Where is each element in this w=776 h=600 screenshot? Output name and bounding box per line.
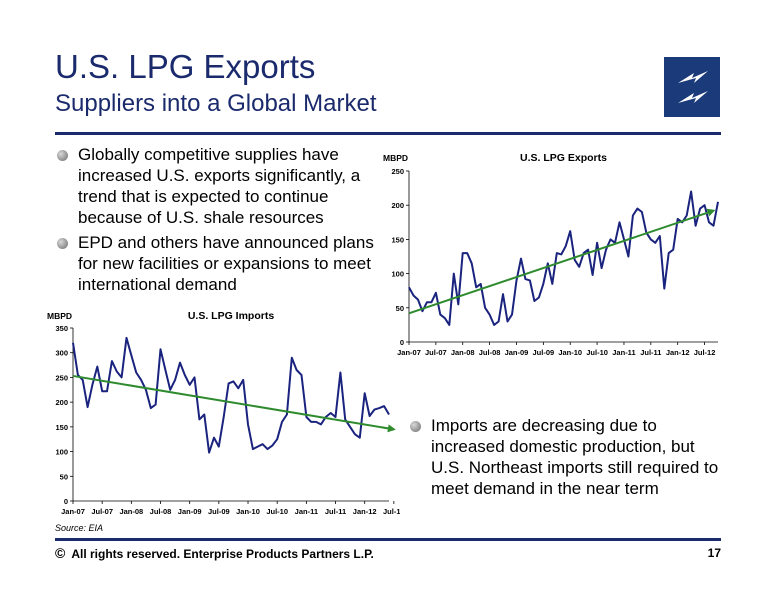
imports-svg: U.S. LPG Imports MBPD 0 50 100 150 200 250 300 35… xyxy=(47,310,400,516)
imports-xtick-label: Jul-10 xyxy=(266,507,288,516)
imports-ytick-label: 200 xyxy=(55,398,68,407)
exports-ytick-label: 150 xyxy=(391,235,404,244)
imports-trend-arrow xyxy=(72,374,396,433)
imports-ytick-label: 100 xyxy=(55,448,68,457)
imports-xtick-label: Jul-09 xyxy=(208,507,230,516)
footer-divider xyxy=(55,538,721,541)
exports-ytick-label: 0 xyxy=(400,338,404,347)
bullet-dot-icon xyxy=(410,421,421,432)
exports-xtick-label: Jan-08 xyxy=(451,348,475,357)
imports-xtick-label: Jan-07 xyxy=(61,507,85,516)
imports-xtick-label: Jan-08 xyxy=(119,507,143,516)
footer-text: All rights reserved. Enterprise Products… xyxy=(71,547,374,561)
exports-xtick-label: Jan-12 xyxy=(666,348,690,357)
bullet-list-top: Globally competitive supplies have incre… xyxy=(55,144,385,299)
exports-ytick-label: 250 xyxy=(391,167,404,176)
imports-xtick-label: Jul-11 xyxy=(325,507,346,516)
bullet-item: EPD and others have announced plans for … xyxy=(55,232,385,295)
imports-xtick-label: Jan-11 xyxy=(295,507,318,516)
imports-xtick-label: Jan-12 xyxy=(353,507,377,516)
exports-xtick-label: Jul-11 xyxy=(640,348,661,357)
company-logo xyxy=(664,57,720,117)
bullet-text: Globally competitive supplies have incre… xyxy=(78,145,361,227)
exports-ytick-label: 200 xyxy=(391,201,404,210)
exports-xtick-label: Jan-11 xyxy=(612,348,635,357)
imports-xtick-label: Jan-10 xyxy=(236,507,260,516)
title-divider xyxy=(55,132,721,135)
bullet-item: Globally competitive supplies have incre… xyxy=(55,144,385,228)
exports-ylabel: MBPD xyxy=(383,153,408,163)
bullet-list-bottom: Imports are decreasing due to increased … xyxy=(408,415,728,499)
imports-ytick-label: 150 xyxy=(55,423,68,432)
exports-xtick-label: Jul-08 xyxy=(479,348,501,357)
bullet-text: EPD and others have announced plans for … xyxy=(78,233,374,294)
imports-title: U.S. LPG Imports xyxy=(188,310,275,322)
bullet-item: Imports are decreasing due to increased … xyxy=(408,415,728,499)
exports-chart: U.S. LPG Exports MBPD 0 50 100 150 200 250 Jan-0… xyxy=(378,146,728,360)
exports-ytick-label: 50 xyxy=(396,304,404,313)
source-note: Source: EIA xyxy=(55,523,104,533)
exports-xtick-label: Jul-10 xyxy=(586,348,608,357)
exports-xtick-label: Jul-09 xyxy=(533,348,555,357)
imports-ylabel: MBPD xyxy=(47,311,72,321)
exports-xtick-label: Jul-12 xyxy=(694,348,716,357)
imports-series-line xyxy=(72,336,390,454)
imports-xtick-label: Jul-12 xyxy=(383,507,400,516)
imports-xtick-label: Jul-07 xyxy=(91,507,113,516)
copyright-icon: © xyxy=(55,545,66,561)
imports-ytick-label: 250 xyxy=(55,373,68,382)
bullet-dot-icon xyxy=(57,238,68,249)
slide-subtitle: Suppliers into a Global Market xyxy=(55,90,377,117)
slide-title: U.S. LPG Exports xyxy=(55,48,316,85)
exports-xtick-label: Jul-07 xyxy=(425,348,447,357)
lightning-logo-icon xyxy=(678,71,708,103)
imports-ytick-label: 350 xyxy=(55,324,68,333)
imports-ytick-label: 0 xyxy=(64,497,68,506)
exports-xtick-label: Jan-09 xyxy=(505,348,529,357)
exports-xtick-label: Jan-07 xyxy=(397,348,421,357)
imports-xtick-label: Jan-09 xyxy=(178,507,202,516)
exports-ytick-label: 100 xyxy=(391,270,404,279)
imports-ytick-label: 50 xyxy=(60,472,68,481)
page-number: 17 xyxy=(707,546,721,560)
imports-ytick-label: 300 xyxy=(55,349,68,358)
exports-title: U.S. LPG Exports xyxy=(520,152,607,164)
bullet-dot-icon xyxy=(57,150,68,161)
exports-svg: U.S. LPG Exports MBPD 0 50 100 150 200 250 Jan-0… xyxy=(383,152,719,357)
exports-trend-arrow xyxy=(408,208,716,315)
exports-xtick-label: Jan-10 xyxy=(558,348,582,357)
exports-series-line xyxy=(408,190,719,326)
imports-xtick-label: Jul-08 xyxy=(150,507,172,516)
imports-chart: U.S. LPG Imports MBPD 0 50 100 150 200 250 300 35… xyxy=(40,305,400,523)
bullet-text: Imports are decreasing due to increased … xyxy=(431,416,719,498)
footer: © All rights reserved. Enterprise Product… xyxy=(55,545,374,561)
